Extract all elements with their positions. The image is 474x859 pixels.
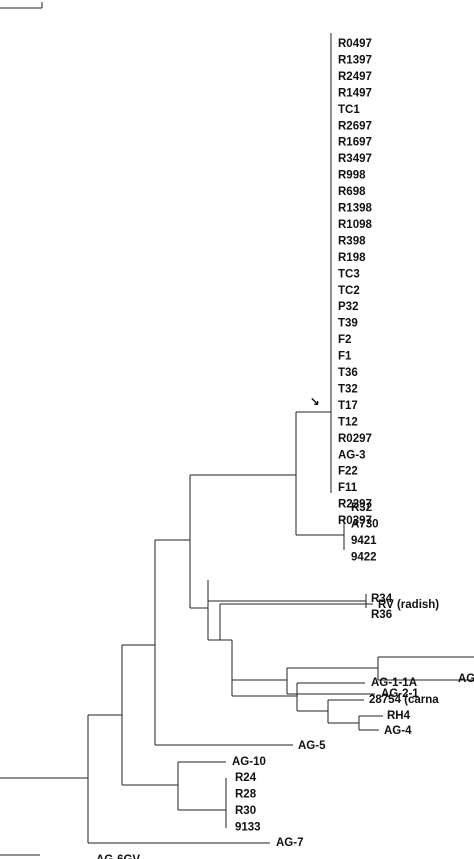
taxon-label: 28754 (carna <box>369 694 439 706</box>
taxon-label: F1 <box>338 351 352 363</box>
taxon-label: 9421 <box>351 535 377 547</box>
taxon-label: TC3 <box>338 268 360 280</box>
taxon-label: T12 <box>338 416 358 428</box>
taxon-label: AG-7 <box>276 837 303 849</box>
taxon-label: TC1 <box>338 104 360 116</box>
taxon-label: TC2 <box>338 285 360 297</box>
taxon-label: 9422 <box>351 552 377 564</box>
tree-labels: R0497 R1397 R2497 R1497 TC1 R2697 R1697 R3497 R9… <box>96 38 474 859</box>
taxon-label: R998 <box>338 170 366 182</box>
taxon-label: P32 <box>338 301 358 313</box>
taxon-label: R1497 <box>338 87 372 99</box>
taxon-label: AG-6GV <box>96 854 140 859</box>
taxon-label: R1397 <box>338 54 372 66</box>
taxon-label: R698 <box>338 186 366 198</box>
taxon-label: R2497 <box>338 71 372 83</box>
taxon-label: R0297 <box>338 433 372 445</box>
taxon-label: R3497 <box>338 153 372 165</box>
taxon-label: R1697 <box>338 137 372 149</box>
taxon-label: T17 <box>338 400 358 412</box>
taxon-label: R2297 <box>338 499 372 511</box>
taxon-label: AG <box>458 673 474 685</box>
taxon-label: R24 <box>235 772 257 784</box>
taxon-label: T36 <box>338 367 358 379</box>
taxon-label: R36 <box>371 609 392 621</box>
taxon-label: RV (radish) <box>378 599 439 611</box>
taxon-label: R30 <box>235 805 256 817</box>
taxon-label: R1098 <box>338 219 372 231</box>
taxon-label: 9133 <box>235 822 261 834</box>
taxon-label: R0497 <box>338 38 372 50</box>
taxon-label: A730 <box>351 519 379 531</box>
taxon-label: AG-4 <box>384 725 412 737</box>
taxon-label: AG-10 <box>232 756 266 768</box>
taxon-label: F2 <box>338 334 351 346</box>
taxon-label: R32 <box>351 502 372 514</box>
taxon-label: R398 <box>338 235 366 247</box>
taxon-label: T32 <box>338 383 358 395</box>
taxon-label: T39 <box>338 318 358 330</box>
taxon-label: F22 <box>338 466 358 478</box>
taxon-label: RH4 <box>387 710 411 722</box>
taxon-label: AG-3 <box>338 449 365 461</box>
taxon-label: AG-5 <box>298 740 326 752</box>
taxon-label: AG-2-1 <box>381 688 419 700</box>
taxon-label: R198 <box>338 252 366 264</box>
arrow-marker: ↘ <box>310 396 320 408</box>
taxon-label: F11 <box>338 482 358 494</box>
taxon-label: R1398 <box>338 203 372 215</box>
taxon-label: AG-1-1A <box>371 677 417 689</box>
taxon-label: R2697 <box>338 120 372 132</box>
taxon-label: R34 <box>371 593 393 605</box>
taxon-label: R28 <box>235 789 257 801</box>
taxon-label: R0397 <box>338 515 372 527</box>
